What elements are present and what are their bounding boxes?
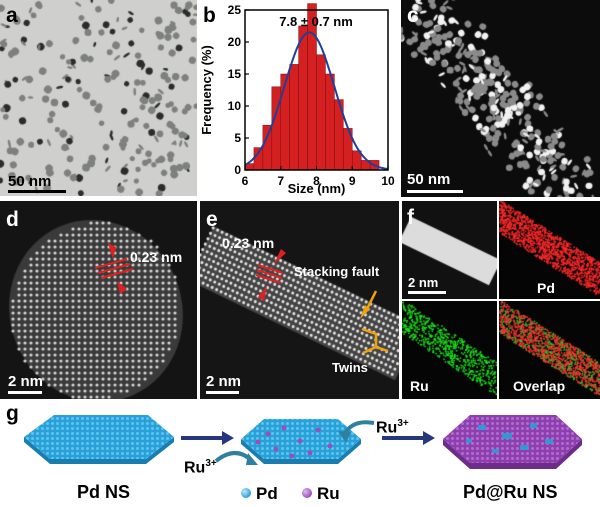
mean-size-annotation: 7.8 ± 0.7 nm [279, 14, 353, 29]
panel-label-c: c [407, 4, 419, 27]
scale-bar [8, 391, 42, 394]
x-tick-label: 6 [242, 174, 249, 188]
histogram-bar [289, 64, 299, 171]
scale-label-f: 2 nm [408, 275, 439, 290]
overlap-map-label: Overlap [513, 378, 566, 394]
lattice-spacing-label: 0.23 nm [130, 249, 183, 265]
pd-map [499, 201, 600, 299]
y-tick-label: 5 [234, 131, 241, 145]
x-tick-label: 8 [313, 174, 320, 188]
histogram-bar [262, 124, 273, 171]
x-axis-label: Size (nm) [288, 181, 346, 196]
panel-label-e: e [206, 208, 218, 231]
legend-ru-label: Ru [317, 484, 340, 503]
tem-image [0, 0, 197, 196]
stem-image [402, 201, 497, 299]
lattice-spacing-label: 0.23 nm [222, 235, 275, 251]
panel-g-scheme: g Ru3+ Ru3+ Pd NS Pd Ru Pd@Ru NS [0, 401, 600, 507]
panel-f-pd-map: Pd [499, 201, 600, 299]
scale-label-e: 2 nm [206, 373, 242, 390]
scale-bar [407, 190, 463, 193]
pd-ru-ns-label: Pd@Ru NS [463, 482, 558, 502]
panel-a-tem: a 50 nm [0, 0, 197, 196]
y-tick-label: 0 [234, 163, 241, 177]
ru-deposition-icon [214, 419, 375, 465]
panel-c-stem: c 50 nm [401, 0, 600, 197]
panel-b-chart: 6 7 8 9 10 0 5 10 15 20 25 Size (nm) Frequency (%) 7.… [198, 0, 399, 198]
y-tick-label: 25 [228, 3, 242, 17]
scale-label-a: 50 nm [8, 173, 52, 190]
twins-label: Twins [332, 360, 368, 375]
y-tick-label: 20 [228, 35, 242, 49]
scale-bar [8, 190, 66, 193]
process-arrow-icon [382, 431, 435, 445]
pd-ru-nanosheet-icon [443, 415, 582, 469]
defect-annotation [255, 249, 389, 355]
pd-nanosheet-icon [24, 415, 174, 464]
ru-ion-label: Ru3+ [376, 419, 409, 436]
x-tick-label: 7 [277, 174, 284, 188]
panel-label-d: d [6, 208, 19, 231]
stem-image [401, 0, 600, 197]
panel-label-a: a [6, 4, 18, 27]
legend-pd-label: Pd [256, 484, 278, 503]
stacking-fault-label: Stacking fault [294, 264, 380, 279]
histogram-bar [271, 86, 281, 171]
panel-e-hrstem: e 0.23 nm Stacking fault Twins 2 nm [200, 201, 399, 399]
panel-f-overlap-map: Overlap [499, 301, 600, 399]
x-tick-label: 10 [381, 174, 395, 188]
histogram-bar [316, 54, 326, 171]
panel-f-ru-map: Ru [402, 301, 497, 399]
process-arrow-icon [181, 431, 234, 445]
scale-label-c: 50 nm [407, 171, 451, 188]
histogram-bar [298, 25, 308, 171]
pd-atom-icon [241, 488, 251, 498]
ru-map-label: Ru [410, 378, 429, 394]
synthesis-scheme [24, 415, 582, 498]
lattice-annotation [94, 243, 134, 294]
hrstem-image [0, 201, 197, 399]
ion-charge: 3+ [397, 418, 409, 429]
histogram-bar [280, 73, 290, 171]
scale-label-d: 2 nm [8, 373, 44, 390]
ru-atom-icon [302, 488, 312, 498]
overlap-map [499, 301, 600, 399]
ru-ion-text: Ru [184, 459, 206, 477]
ion-charge: 3+ [205, 458, 217, 469]
y-axis-label: Frequency (%) [199, 45, 214, 135]
pd-map-label: Pd [537, 280, 555, 296]
panel-f-stem: f 2 nm [402, 201, 497, 299]
panel-label-f: f [407, 206, 414, 229]
x-tick-label: 9 [349, 174, 356, 188]
histogram-bar [325, 73, 335, 171]
scale-bar [408, 291, 446, 294]
y-tick-label: 15 [228, 67, 242, 81]
panel-label-g: g [6, 402, 19, 425]
panel-label-b: b [203, 4, 216, 27]
y-tick-label: 10 [228, 99, 242, 113]
ru-ion-label: Ru3+ [184, 459, 217, 476]
hrstem-image [200, 201, 399, 399]
ru-map [402, 301, 497, 399]
ru-ion-text: Ru [376, 419, 398, 437]
scale-bar [206, 391, 239, 394]
panel-d-hrstem: d 0.23 nm 2 nm [0, 201, 197, 399]
size-histogram: 6 7 8 9 10 0 5 10 15 20 25 Size (nm) Frequency (%) 7.… [199, 3, 395, 196]
pd-ns-label: Pd NS [77, 482, 131, 502]
gaussian-fit-line [244, 31, 389, 170]
